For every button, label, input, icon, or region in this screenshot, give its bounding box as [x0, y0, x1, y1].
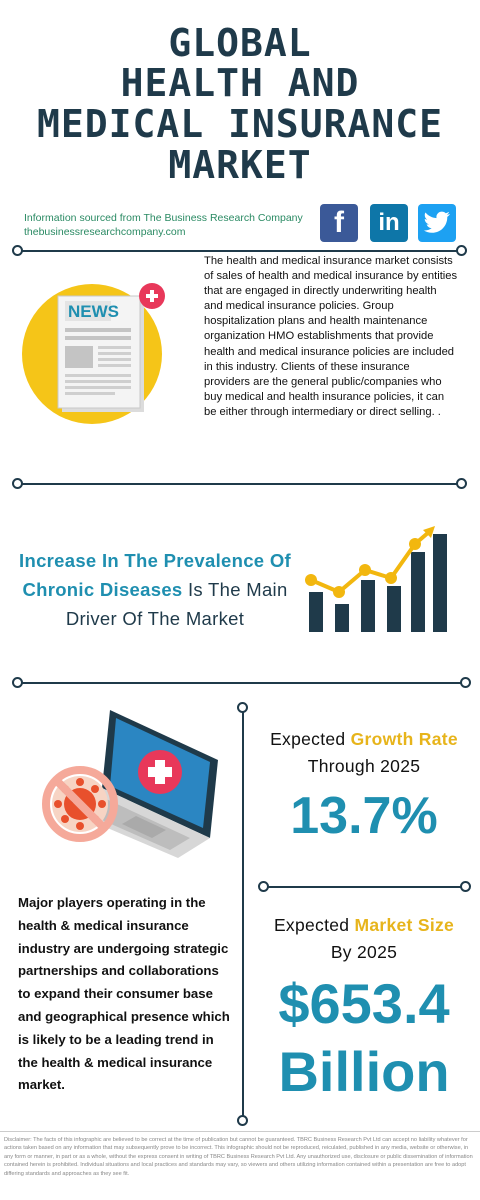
divider-dot: [237, 1115, 248, 1126]
title-line-2: HEALTH AND: [120, 61, 360, 105]
twitter-bird-icon: [423, 211, 450, 233]
divider-vertical: [242, 708, 244, 1120]
prohibited-icon: [42, 766, 118, 842]
market-size-label: Expected Market Size By 2025: [273, 915, 455, 962]
divider-lower: [20, 682, 464, 684]
disclaimer-text: Disclaimer: The facts of this infographi…: [4, 1137, 473, 1177]
market-size-value-1: $653.4: [278, 972, 450, 1035]
divider-dot: [12, 245, 23, 256]
title-line-1: GLOBAL: [168, 21, 312, 65]
divider-dot: [12, 478, 23, 489]
divider-dot: [456, 245, 467, 256]
players-text: Major players operating in the health & …: [18, 895, 230, 1093]
newspaper-icon: NEWS: [57, 295, 144, 412]
divider-top: [20, 250, 460, 252]
news-label: NEWS: [68, 302, 119, 321]
divider-dot: [237, 702, 248, 713]
divider-dot: [460, 881, 471, 892]
news-illustration: NEWS: [22, 283, 165, 424]
bar-icon: [411, 552, 425, 632]
twitter-icon[interactable]: [418, 204, 456, 242]
driver-line-1: Increase In The Prevalence Of: [19, 550, 291, 571]
disclaimer-divider: [0, 1131, 480, 1132]
title-line-4: MARKET: [168, 143, 312, 187]
divider-stats: [265, 886, 465, 888]
driver-line-2: Chronic Diseases Is The Main: [22, 579, 288, 600]
linkedin-icon[interactable]: in: [370, 204, 408, 242]
driver-text: Increase In The Prevalence Of Chronic Di…: [10, 546, 300, 633]
market-description: The health and medical insurance market …: [204, 255, 458, 418]
divider-dot: [456, 478, 467, 489]
growth-chart-icon: [305, 526, 447, 632]
laptop-virus-illustration: [42, 710, 218, 858]
bar-icon: [309, 592, 323, 632]
medical-cross-icon: [138, 750, 182, 794]
facebook-icon[interactable]: f: [320, 204, 358, 242]
arrow-head-icon: [423, 526, 435, 538]
source-url[interactable]: thebusinessresearchcompany.com: [24, 226, 186, 238]
growth-rate-label: Expected Growth Rate Through 2025: [270, 729, 458, 776]
market-size-value-2: Billion: [278, 1040, 450, 1103]
growth-rate-value: 13.7%: [290, 787, 438, 845]
plus-badge-icon: [139, 283, 165, 309]
driver-line-3: Driver Of The Market: [65, 608, 245, 629]
divider-dot: [460, 677, 471, 688]
bar-icon: [433, 534, 447, 632]
title-line-3: MEDICAL INSURANCE: [37, 102, 443, 146]
divider-dot: [258, 881, 269, 892]
bar-icon: [361, 580, 375, 632]
source-line-1: Information sourced from The Business Re…: [24, 212, 303, 224]
divider-dot: [12, 677, 23, 688]
divider-mid: [20, 483, 460, 485]
bar-icon: [335, 604, 349, 632]
bar-icon: [387, 586, 401, 632]
